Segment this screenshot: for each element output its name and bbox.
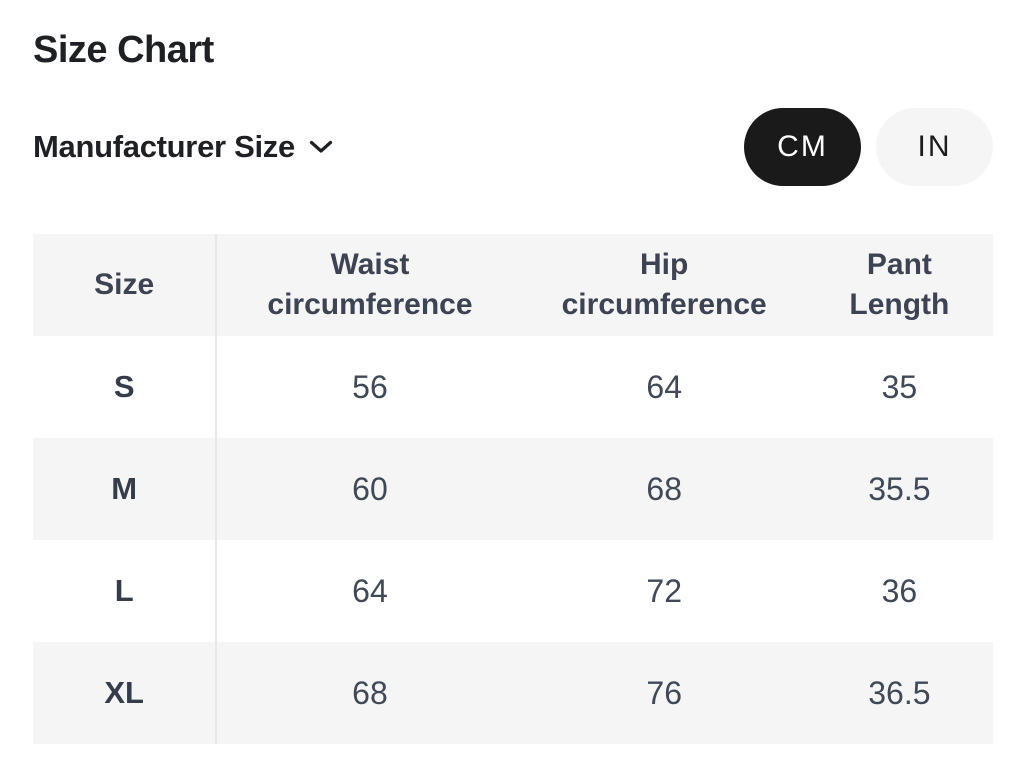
waist-cell: 68 <box>352 674 388 711</box>
hip-cell: 64 <box>646 368 682 405</box>
manufacturer-size-dropdown[interactable]: Manufacturer Size <box>33 129 333 165</box>
waist-cell: 60 <box>352 470 388 507</box>
column-header-pant-length: Pant Length <box>849 248 950 321</box>
pant-length-cell: 35 <box>881 368 918 405</box>
unit-toggle: CM IN <box>744 108 993 186</box>
table-row-l: L 64 72 36 <box>33 540 993 642</box>
hip-cell: 68 <box>646 470 682 507</box>
column-header-waist-circumference: Waist circumference <box>267 248 473 321</box>
table-row-s: S 56 64 35 <box>33 336 993 438</box>
pant-length-cell: 36 <box>881 572 918 609</box>
table-header-row: Size Waist circumference Hip circumferen… <box>33 234 993 336</box>
size-chart-table: Size Waist circumference Hip circumferen… <box>33 234 993 744</box>
unit-toggle-in-button[interactable]: IN <box>876 108 993 186</box>
hip-cell: 72 <box>646 572 682 609</box>
hip-cell: 76 <box>646 674 682 711</box>
table-row-m: M 60 68 35.5 <box>33 438 993 540</box>
unit-toggle-cm-button[interactable]: CM <box>744 108 861 186</box>
chevron-down-icon <box>309 140 333 154</box>
page-title: Size Chart <box>33 29 214 71</box>
controls-row: Manufacturer Size CM IN <box>33 107 993 187</box>
column-header-hip-circumference: Hip circumference <box>561 248 767 321</box>
table-row-xl: XL 68 76 36.5 <box>33 642 993 744</box>
size-cell: M <box>33 438 218 540</box>
pant-length-cell: 36.5 <box>868 674 931 711</box>
pant-length-cell: 35.5 <box>868 470 931 507</box>
waist-cell: 56 <box>352 368 388 405</box>
size-cell: XL <box>33 642 218 744</box>
size-cell: S <box>33 336 218 438</box>
size-cell: L <box>33 540 218 642</box>
column-header-size: Size <box>33 234 218 336</box>
manufacturer-size-label: Manufacturer Size <box>33 129 295 164</box>
waist-cell: 64 <box>352 572 388 609</box>
